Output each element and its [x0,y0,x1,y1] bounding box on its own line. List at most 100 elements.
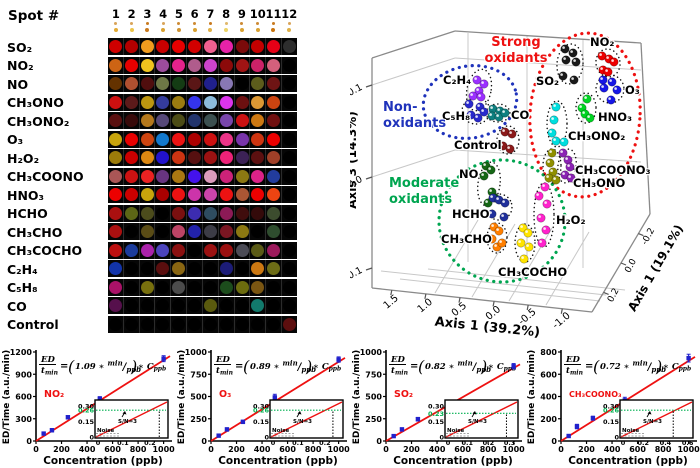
spot-circle [219,40,233,53]
spot-circle [283,95,297,109]
spot-cell [282,112,297,129]
spot-cell [282,316,297,333]
spot-cell [235,278,251,296]
inset-x-tick-label: 0.1 [117,439,129,447]
array-row [108,167,297,185]
spot-cell [124,75,140,92]
spot-cell [203,38,219,55]
calibration-dot [271,28,276,32]
spot-cell [187,112,203,129]
y-axis-label: ED/Time (a.u./min) [2,350,12,444]
spot-cell [108,186,124,203]
spot-circle [267,317,281,331]
spot-circle [124,95,138,109]
spot-circle [188,280,202,294]
spot-circle [172,77,186,90]
spot-circle [251,95,265,109]
axis-frame-line [371,30,456,59]
cluster-ellipse [575,92,597,124]
point-highlight [546,175,549,178]
x-tick-label: -1.0 [551,310,573,331]
point-highlight [599,53,602,56]
spot-cell [282,260,297,277]
spot-circle [235,299,249,312]
point-highlight [570,50,573,53]
cluster-ellipse [557,148,577,184]
spot-circle [267,225,281,238]
spot-cell [187,149,203,166]
inset-fit-line [270,401,343,438]
cluster-label: CH₃COONO₃ [575,163,651,177]
data-point [542,199,552,209]
calibration-dot [130,22,134,25]
spot-circle [124,114,138,127]
spot-cell [219,278,235,296]
spot-circle [283,188,297,201]
spot-circle [203,280,217,294]
spot-cell [108,167,124,185]
inset-y-tick-label: 0.15 [253,418,270,426]
spot-cell [282,186,297,203]
noise-label: Noise [447,428,465,434]
inset-threshold-label: 0.26 [78,407,95,415]
point-highlight [489,113,492,116]
spot-circle [203,225,217,238]
point-highlight [491,224,494,227]
spot-cell [155,149,172,166]
spot-circle [203,151,217,164]
spot-circle [156,58,170,72]
spot-circle [203,58,217,72]
spot-circle [156,40,170,53]
spot-cell [155,223,172,240]
row-label: CH₃ONO [7,95,64,110]
spot-cell [282,131,297,148]
spot-cell [140,75,156,92]
spot-circle [172,280,186,294]
eq-concentration: ∗ Cppb [313,362,341,373]
cluster-label: CH₃ONO₂ [568,129,625,143]
point-highlight [520,225,523,228]
point-highlight [561,139,564,142]
x-tick-label: 200 [578,445,595,454]
inset-x-tick-label: 0 [271,439,276,447]
y-tick-label: 900 [15,370,32,379]
spot-cell [108,223,124,240]
data-point [606,95,616,105]
cluster-ellipse [556,43,584,85]
spot-circle [140,206,154,220]
data-point [558,71,568,81]
y-tick-label: 500 [365,393,382,402]
calibration-dot [114,22,118,25]
spot-circle [235,206,249,220]
spot-circle [156,280,170,294]
spot-cell [282,223,297,240]
data-point [566,433,571,439]
inset-y-tick-label: 0.30 [428,403,445,411]
spot-cell [124,278,140,296]
calibration-panels: 0 300 600 900 1200 0 200 400 600 800 1000 ED/Time (… [0,345,700,468]
x-tick-label: 800 [480,445,497,454]
data-point [547,128,557,138]
data-point [559,137,569,147]
point-highlight [502,110,505,113]
spot-cell [171,93,188,111]
data-point [536,213,546,223]
spot-circle [267,280,281,294]
spot-cell [140,93,156,111]
spot-circle [203,317,217,331]
spot-cell [140,223,156,240]
spot-circle [283,317,297,331]
spot-circle [203,243,217,257]
data-point [686,355,691,361]
spot-circle [188,114,202,127]
cluster-label: CH₃CHO [441,232,492,246]
array-row [108,149,297,166]
z-axis-label: Axis 3 (14.3%) [350,111,359,209]
spot-circle [172,114,186,127]
spot-cell [155,278,172,296]
point-highlight [547,160,550,163]
spot-circle [108,151,122,164]
spot-cell [250,278,267,296]
spot-cell [266,241,283,259]
